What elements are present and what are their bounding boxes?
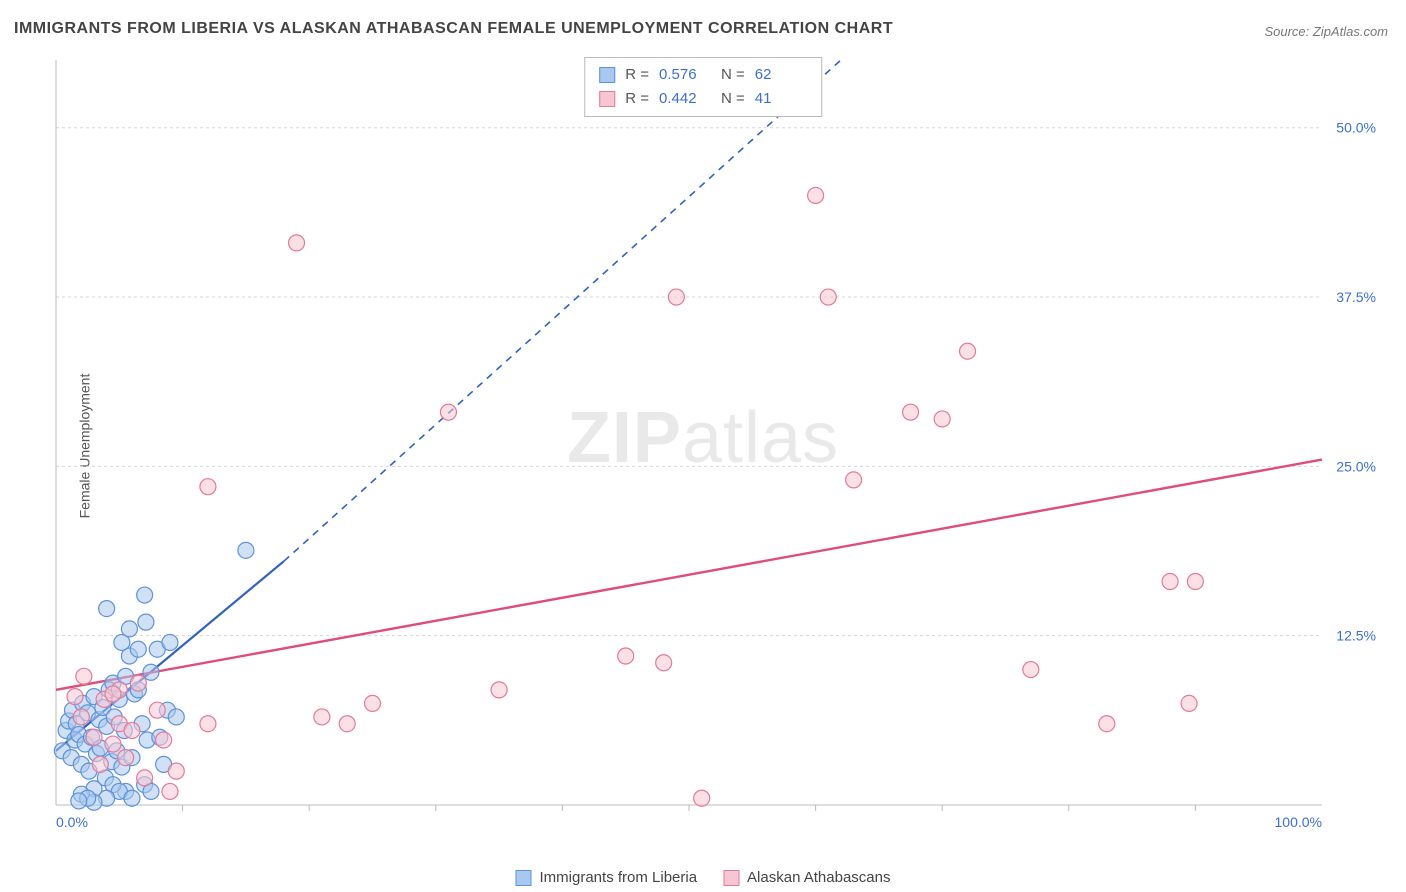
svg-text:12.5%: 12.5% [1336,628,1376,644]
svg-text:25.0%: 25.0% [1336,458,1376,474]
legend-label-1: Immigrants from Liberia [540,869,698,886]
swatch-pink [599,91,615,107]
stat-R-label: R = [625,87,649,111]
svg-text:50.0%: 50.0% [1336,120,1376,136]
plot-svg: 12.5% 25.0% 37.5% 50.0% 0.0% 100.0% [52,55,1382,835]
source-attribution: Source: ZipAtlas.com [1264,24,1388,39]
svg-text:0.0%: 0.0% [56,814,88,830]
swatch-pink [723,870,739,886]
svg-text:37.5%: 37.5% [1336,289,1376,305]
swatch-blue [599,67,615,83]
stat-N-label: N = [721,63,745,87]
legend-item-1: Immigrants from Liberia [516,869,698,886]
stat-R-value-1: 0.576 [659,63,711,87]
chart-title: IMMIGRANTS FROM LIBERIA VS ALASKAN ATHAB… [14,20,893,38]
stats-row-series2: R = 0.442 N = 41 [599,87,807,111]
legend-label-2: Alaskan Athabascans [747,869,890,886]
stat-R-label: R = [625,63,649,87]
legend-item-2: Alaskan Athabascans [723,869,890,886]
correlation-stats-box: R = 0.576 N = 62 R = 0.442 N = 41 [584,57,822,117]
stat-N-label: N = [721,87,745,111]
stat-N-value-1: 62 [755,63,807,87]
scatter-plot: 12.5% 25.0% 37.5% 50.0% 0.0% 100.0% [52,55,1382,835]
swatch-blue [516,870,532,886]
bottom-legend: Immigrants from Liberia Alaskan Athabasc… [516,869,891,886]
svg-text:100.0%: 100.0% [1275,814,1322,830]
stat-N-value-2: 41 [755,87,807,111]
stat-R-value-2: 0.442 [659,87,711,111]
stats-row-series1: R = 0.576 N = 62 [599,63,807,87]
